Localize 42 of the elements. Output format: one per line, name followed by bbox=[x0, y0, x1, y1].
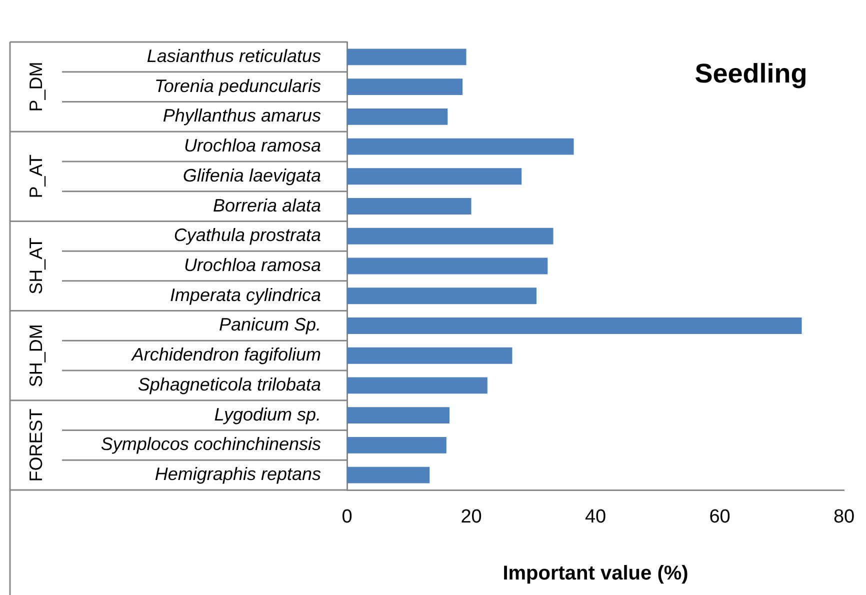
bar bbox=[347, 78, 463, 96]
y-tick-label: Panicum Sp. bbox=[218, 314, 321, 335]
bar bbox=[347, 436, 446, 454]
bar bbox=[347, 466, 430, 484]
x-axis-title: Important value (%) bbox=[502, 562, 688, 585]
y-tick-label: Phyllanthus amarus bbox=[162, 106, 321, 126]
bar bbox=[347, 347, 512, 364]
text: SH_AT bbox=[26, 238, 46, 294]
y-tick-label: Torenia peduncularis bbox=[154, 76, 321, 96]
text: P_DM bbox=[26, 62, 46, 112]
bar bbox=[347, 108, 448, 125]
bar bbox=[347, 228, 554, 244]
y-tick-label: Sphagneticola trilobata bbox=[138, 374, 321, 394]
bar bbox=[347, 48, 466, 66]
bar bbox=[347, 258, 548, 274]
x-tick-label: 60 bbox=[709, 506, 730, 528]
y-tick-label: Imperata cylindrica bbox=[170, 284, 321, 305]
y-tick-label: Urochloa ramosa bbox=[184, 136, 321, 156]
x-tick-label: 40 bbox=[584, 506, 606, 528]
y-tick-label: Cyathula prostrata bbox=[174, 225, 321, 246]
y-tick-label: Symplocos cochinchinensis bbox=[100, 434, 321, 454]
text: P_AT bbox=[26, 154, 46, 198]
bar bbox=[347, 288, 536, 304]
text: SH_DM bbox=[26, 324, 46, 388]
bar bbox=[347, 407, 450, 424]
bar bbox=[347, 138, 574, 155]
y-tick-label: Glifenia laevigata bbox=[182, 165, 321, 186]
y-tick-label: Lygodium sp. bbox=[214, 404, 321, 424]
bar bbox=[347, 318, 802, 334]
y-tick-label: Hemigraphis reptans bbox=[154, 464, 321, 484]
bar bbox=[347, 198, 472, 214]
text: Seedling bbox=[694, 58, 808, 88]
y-tick-label: Lasianthus reticulatus bbox=[146, 46, 321, 66]
y-tick-label: Borreria alata bbox=[212, 195, 321, 216]
y-tick-label: Urochloa ramosa bbox=[184, 255, 321, 275]
bar bbox=[347, 168, 522, 185]
x-tick-label: 0 bbox=[342, 506, 352, 528]
y-tick-label: Archidendron fagifolium bbox=[130, 344, 321, 365]
x-tick-label: 20 bbox=[460, 506, 482, 528]
bar bbox=[347, 377, 488, 394]
text: FOREST bbox=[26, 408, 46, 482]
x-tick-label: 80 bbox=[833, 506, 855, 528]
